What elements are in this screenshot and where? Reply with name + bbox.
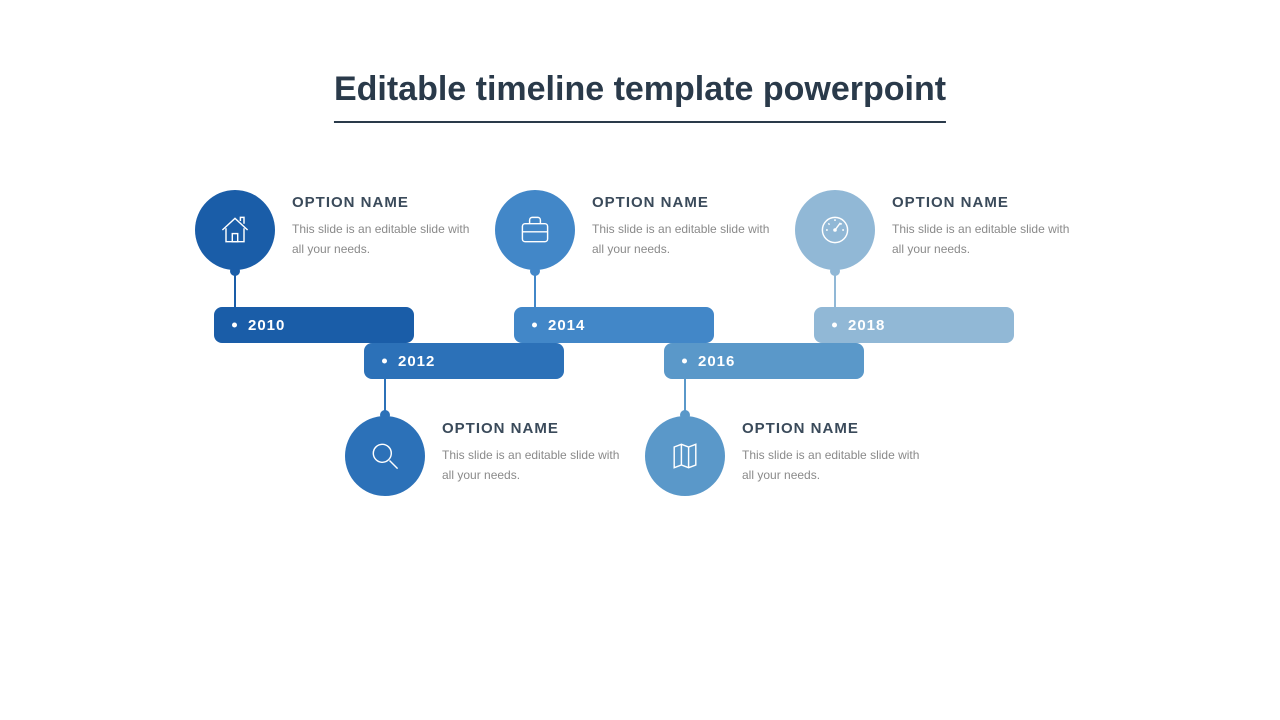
option-desc: This slide is an editable slide with all…	[592, 219, 772, 260]
year-label: 2010	[248, 317, 285, 334]
year-label: 2018	[848, 317, 885, 334]
gauge-icon-circle	[795, 190, 875, 270]
year-bar-2010: 2010	[214, 307, 414, 343]
option-title: OPTION NAME	[742, 420, 922, 437]
option-title: OPTION NAME	[592, 194, 772, 211]
search-icon-circle	[345, 416, 425, 496]
connector	[834, 271, 836, 307]
option-title: OPTION NAME	[292, 194, 472, 211]
year-label: 2014	[548, 317, 585, 334]
gauge-icon	[817, 212, 853, 248]
year-bar-2018: 2018	[814, 307, 1014, 343]
year-label: 2012	[398, 353, 435, 370]
timeline-stage: 2010 2012 2014 2016 2018 OPTION NAME This slid…	[0, 0, 1280, 720]
option-block: OPTION NAME This slide is an editable sli…	[742, 420, 922, 486]
year-bar-2012: 2012	[364, 343, 564, 379]
year-label: 2016	[698, 353, 735, 370]
map-icon	[667, 438, 703, 474]
option-block: OPTION NAME This slide is an editable sli…	[442, 420, 622, 486]
option-desc: This slide is an editable slide with all…	[892, 219, 1072, 260]
connector	[234, 271, 236, 307]
option-title: OPTION NAME	[442, 420, 622, 437]
year-bar-2016: 2016	[664, 343, 864, 379]
option-block: OPTION NAME This slide is an editable sli…	[292, 194, 472, 260]
option-desc: This slide is an editable slide with all…	[742, 445, 922, 486]
briefcase-icon	[517, 212, 553, 248]
home-icon-circle	[195, 190, 275, 270]
map-icon-circle	[645, 416, 725, 496]
option-title: OPTION NAME	[892, 194, 1072, 211]
connector	[534, 271, 536, 307]
option-block: OPTION NAME This slide is an editable sli…	[592, 194, 772, 260]
year-bar-2014: 2014	[514, 307, 714, 343]
search-icon	[367, 438, 403, 474]
option-desc: This slide is an editable slide with all…	[292, 219, 472, 260]
option-block: OPTION NAME This slide is an editable sli…	[892, 194, 1072, 260]
briefcase-icon-circle	[495, 190, 575, 270]
home-icon	[217, 212, 253, 248]
option-desc: This slide is an editable slide with all…	[442, 445, 622, 486]
